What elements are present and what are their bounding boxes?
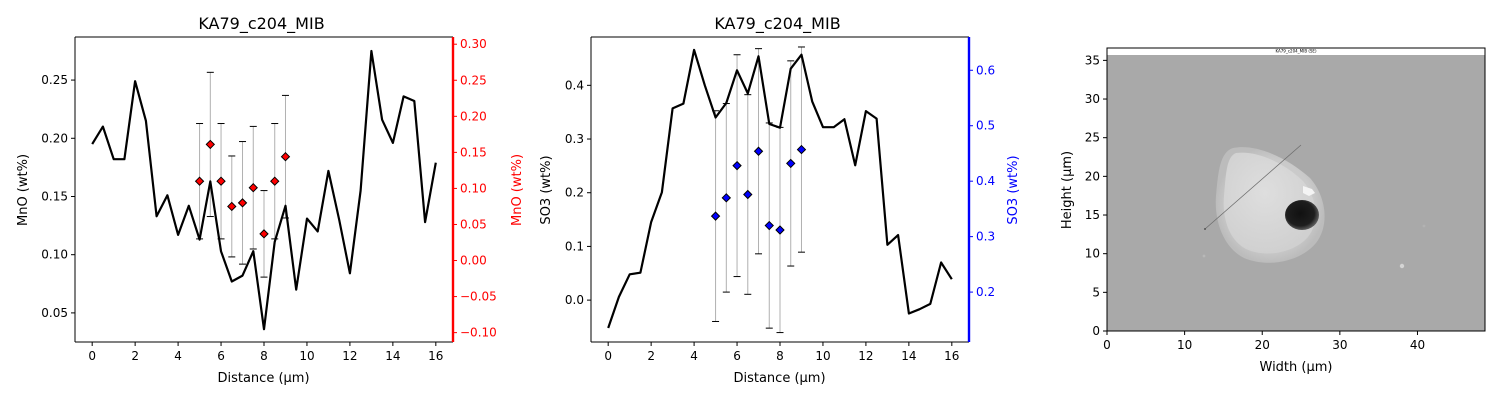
- x-tick-label: 10: [1177, 338, 1192, 352]
- x-tick-label: 20: [1255, 338, 1270, 352]
- data-point: [259, 229, 269, 239]
- x-tick-label: 16: [428, 349, 443, 363]
- x-tick-label: 40: [1410, 338, 1425, 352]
- data-point: [753, 146, 764, 156]
- x-tick-label: 4: [690, 349, 698, 363]
- data-point: [721, 193, 732, 203]
- data-point: [796, 144, 807, 155]
- x-tick-label: 12: [342, 349, 357, 363]
- y-tick-label: 30: [1085, 92, 1100, 106]
- data-point: [743, 189, 753, 200]
- data-point: [775, 225, 785, 235]
- y2-tick-label: 0.15: [460, 145, 487, 159]
- profile-line: [91, 49, 437, 331]
- y-tick-label: 0.05: [41, 306, 68, 320]
- x-tick-label: 0: [1103, 338, 1111, 352]
- profile-line: [607, 48, 953, 329]
- y2-tick-label: 0.05: [460, 217, 487, 231]
- y-tick-label: 0.4: [565, 78, 584, 92]
- x-tick-label: 2: [647, 349, 655, 363]
- x-tick-label: 8: [260, 349, 268, 363]
- x-tick-label: 30: [1332, 338, 1347, 352]
- y-axis-label: SO3 (wt%): [539, 155, 554, 224]
- y-tick-label: 25: [1085, 131, 1100, 145]
- y-tick-label: 0.0: [565, 293, 584, 307]
- y2-tick-label: 0.5: [976, 119, 995, 133]
- x-tick-label: 6: [733, 349, 741, 363]
- data-point: [194, 176, 205, 186]
- y-tick-label: 0.25: [41, 73, 68, 87]
- data-point: [732, 160, 742, 171]
- y-tick-label: 0.20: [41, 131, 68, 145]
- x-tick-label: 4: [174, 349, 182, 363]
- data-point: [280, 151, 291, 162]
- y-tick-label: 0.3: [565, 132, 584, 146]
- data-point: [764, 220, 774, 231]
- sem-image-panel: KA79_c204_MIB (SE) 0 10 20 30 40 0 5 10 15 20 25 30…: [1060, 47, 1486, 375]
- x-tick-label: 0: [88, 349, 96, 363]
- data-point: [205, 139, 216, 150]
- x-tick-label: 6: [217, 349, 225, 363]
- chart-title: KA79_c204_MIB: [198, 14, 324, 34]
- y2-tick-label: 0.30: [460, 37, 487, 51]
- x-axis-label: Distance (µm): [217, 371, 309, 386]
- y2-axis-label: SO3 (wt%): [1006, 155, 1021, 224]
- y-tick-label: 15: [1085, 208, 1100, 222]
- y2-tick-label: 0.10: [460, 181, 487, 195]
- x-axis-label: Distance (µm): [733, 371, 825, 386]
- y2-tick-label: −0.10: [460, 326, 497, 340]
- mno-profile-chart: KA79_c204_MIB 0 2 4 6 8 10 12 14 16 0.05 0.10 0.15 0…: [16, 14, 525, 386]
- x-tick-label: 0: [604, 349, 612, 363]
- x-tick-label: 8: [776, 349, 784, 363]
- x-tick-label: 14: [901, 349, 916, 363]
- y2-tick-label: 0.2: [976, 285, 995, 299]
- y2-tick-label: 0.3: [976, 230, 995, 244]
- image-caption: KA79_c204_MIB (SE): [1275, 49, 1316, 54]
- y-tick-label: 5: [1092, 285, 1100, 299]
- data-point: [710, 211, 721, 221]
- y2-tick-label: 0.20: [460, 109, 487, 123]
- y-tick-label: 0.15: [41, 189, 68, 203]
- x-tick-label: 14: [385, 349, 400, 363]
- so3-profile-chart: KA79_c204_MIB 0 2 4 6 8 10 12 14 16 0.0 0.1 0.2 0.3 0…: [539, 14, 1021, 386]
- y-tick-label: 10: [1085, 247, 1100, 261]
- x-tick-label: 10: [299, 349, 314, 363]
- y2-axis-label: MnO (wt%): [510, 154, 525, 226]
- x-tick-label: 2: [131, 349, 139, 363]
- y-axis-label: Height (µm): [1060, 151, 1075, 229]
- y-tick-label: 35: [1085, 53, 1100, 67]
- y-axis-label: MnO (wt%): [16, 154, 31, 226]
- data-point: [270, 176, 280, 186]
- y-tick-label: 0.1: [565, 239, 584, 253]
- y2-tick-label: 0.25: [460, 73, 487, 87]
- x-axis-label: Width (µm): [1260, 360, 1333, 375]
- y2-tick-label: 0.00: [460, 254, 487, 268]
- data-point: [237, 198, 248, 208]
- y2-tick-label: −0.05: [460, 290, 497, 304]
- x-tick-label: 12: [858, 349, 873, 363]
- sem-image: KA79_c204_MIB (SE): [1106, 47, 1486, 332]
- data-point: [227, 201, 237, 212]
- y-tick-label: 0: [1092, 324, 1100, 338]
- y-tick-label: 0.10: [41, 248, 68, 262]
- data-point: [248, 182, 258, 193]
- data-point: [786, 158, 796, 169]
- chart-title: KA79_c204_MIB: [714, 14, 840, 34]
- y2-tick-label: 0.4: [976, 174, 995, 188]
- x-tick-label: 10: [815, 349, 830, 363]
- y-tick-label: 20: [1085, 169, 1100, 183]
- x-tick-label: 16: [944, 349, 959, 363]
- data-point: [216, 176, 226, 186]
- y-tick-label: 0.2: [565, 186, 584, 200]
- y2-tick-label: 0.6: [976, 63, 995, 77]
